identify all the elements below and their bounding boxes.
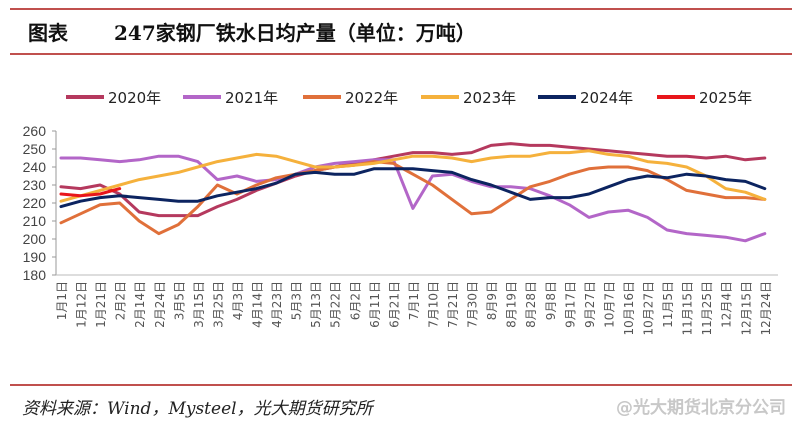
y-tick-label: 200 xyxy=(23,231,47,247)
x-tick-label: 3月25日 xyxy=(211,281,225,328)
y-tick-label: 180 xyxy=(23,267,47,283)
watermark: @光大期货北京分公司 xyxy=(616,398,786,418)
x-tick-label: 1月1日 xyxy=(55,281,69,320)
x-tick-label: 2月14日 xyxy=(133,281,147,328)
x-tick-label: 12月24日 xyxy=(759,281,773,336)
title-text: 247家钢厂铁水日均产量（单位：万吨） xyxy=(114,21,476,45)
x-tick-label: 8月9日 xyxy=(485,281,499,320)
y-tick-label: 220 xyxy=(23,195,47,211)
x-tick-label: 7月21日 xyxy=(446,281,460,328)
x-tick-label: 10月27日 xyxy=(642,281,656,336)
x-tick-label: 1月21日 xyxy=(94,281,108,328)
legend-label: 2020年 xyxy=(108,89,161,107)
source-note: 资料来源：Wind，Mysteel，光大期货研究所 xyxy=(22,399,373,419)
x-tick-label: 7月10日 xyxy=(426,281,440,328)
x-tick-label: 3月15日 xyxy=(192,281,206,328)
x-tick-label: 4月14日 xyxy=(251,281,265,328)
x-tick-label: 12月4日 xyxy=(720,281,734,328)
x-tick-label: 9月17日 xyxy=(563,281,577,328)
x-tick-label: 11月15日 xyxy=(681,281,695,336)
figure-label: 图表 xyxy=(28,21,68,45)
y-tick-label: 260 xyxy=(23,123,47,139)
x-tick-label: 6月2日 xyxy=(348,281,362,320)
y-tick-label: 190 xyxy=(23,249,47,265)
footer-rule xyxy=(10,384,792,386)
x-tick-label: 2月2日 xyxy=(114,281,128,320)
header-top-rule xyxy=(10,8,792,10)
legend-label: 2023年 xyxy=(463,89,516,107)
series-line-2022年 xyxy=(59,160,767,236)
header-bottom-rule xyxy=(10,53,792,55)
x-tick-label: 5月3日 xyxy=(290,281,304,320)
x-tick-label: 8月28日 xyxy=(524,281,538,328)
legend-label: 2021年 xyxy=(225,89,278,107)
y-tick-label: 250 xyxy=(23,141,47,157)
x-tick-label: 7月1日 xyxy=(407,281,421,320)
x-tick-label: 1月12日 xyxy=(75,281,89,328)
legend-label: 2022年 xyxy=(345,89,398,107)
series-line-2025年 xyxy=(59,187,122,198)
x-tick-label: 4月23日 xyxy=(270,281,284,328)
x-tick-label: 9月27日 xyxy=(583,281,597,328)
x-tick-label: 10月16日 xyxy=(622,281,636,336)
x-tick-label: 6月21日 xyxy=(387,281,401,328)
x-tick-label: 9月8日 xyxy=(544,281,558,320)
x-tick-label: 11月25日 xyxy=(700,281,714,336)
x-tick-label: 11月5日 xyxy=(661,281,675,328)
x-tick-label: 2月24日 xyxy=(153,281,167,328)
chart-title: 图表 247家钢厂铁水日均产量（单位：万吨） xyxy=(28,17,476,46)
x-tick-label: 6月11日 xyxy=(368,281,382,328)
x-tick-label: 7月30日 xyxy=(466,281,480,328)
y-tick-label: 230 xyxy=(23,177,47,193)
x-tick-label: 4月3日 xyxy=(231,281,245,320)
x-tick-label: 5月22日 xyxy=(329,281,343,328)
y-tick-label: 210 xyxy=(23,213,47,229)
legend-label: 2025年 xyxy=(699,89,752,107)
x-tick-label: 3月5日 xyxy=(172,281,186,320)
x-tick-label: 5月13日 xyxy=(309,281,323,328)
x-tick-label: 12月15日 xyxy=(739,281,753,336)
x-tick-label: 8月19日 xyxy=(505,281,519,328)
x-tick-label: 10月7日 xyxy=(602,281,616,328)
y-tick-label: 240 xyxy=(23,159,47,175)
legend-label: 2024年 xyxy=(580,89,633,107)
